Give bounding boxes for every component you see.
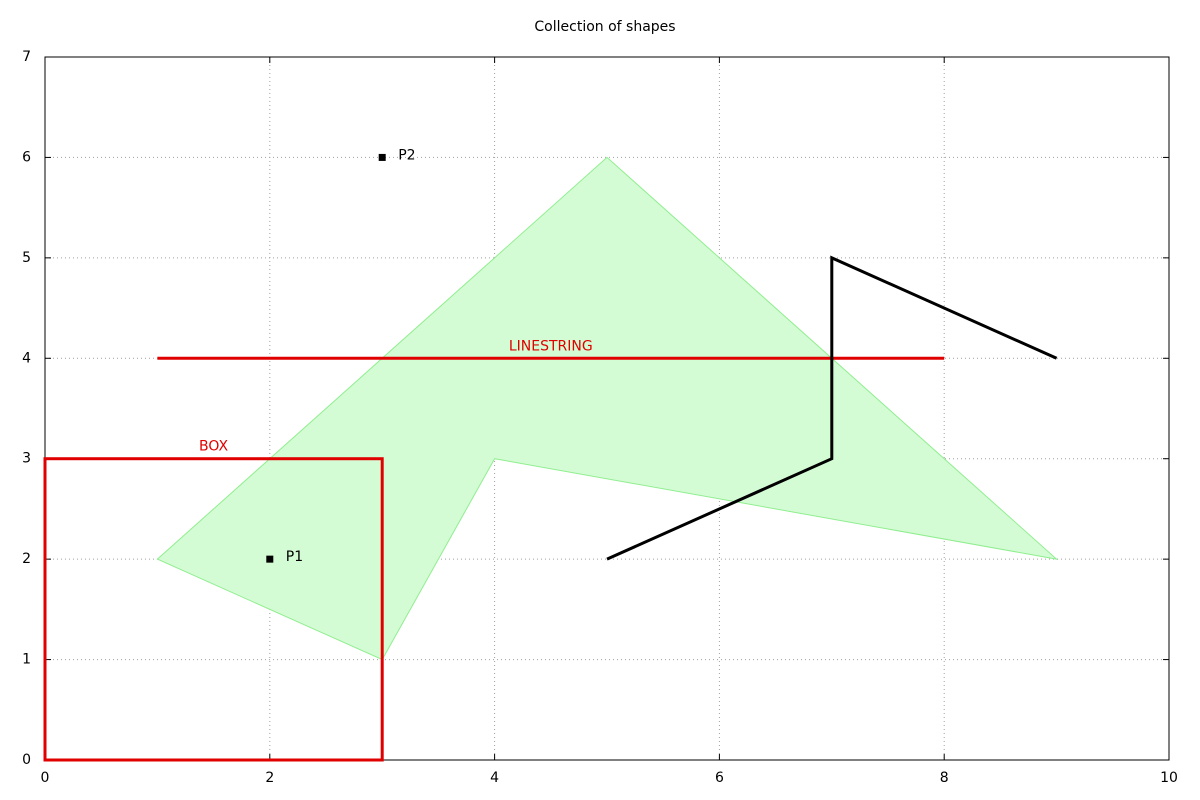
y-tick-label: 5 — [22, 250, 31, 266]
shape-label: BOX — [199, 439, 228, 455]
linestring — [606, 255, 1058, 561]
point — [266, 555, 274, 563]
shape-label: LINESTRING — [509, 338, 593, 354]
y-tick-label: 3 — [22, 451, 31, 467]
x-tick-label: 2 — [265, 770, 274, 786]
y-tick-label: 6 — [22, 149, 31, 165]
y-tick-label: 1 — [22, 652, 31, 668]
y-tick-label: 4 — [22, 350, 31, 366]
y-tick-label: 7 — [22, 49, 31, 65]
x-tick-label: 4 — [490, 770, 499, 786]
point-label: P1 — [286, 549, 303, 565]
x-tick-label: 0 — [41, 770, 50, 786]
plot-border — [44, 56, 1170, 761]
x-tick-label: 10 — [1160, 770, 1178, 786]
point — [378, 153, 386, 161]
y-tick-label: 2 — [22, 551, 31, 567]
box — [43, 457, 384, 762]
x-tick-label: 6 — [715, 770, 724, 786]
point-label: P2 — [398, 147, 415, 163]
x-tick-label: 8 — [940, 770, 949, 786]
y-tick-label: 0 — [22, 752, 31, 768]
chart-title: Collection of shapes — [534, 19, 675, 35]
